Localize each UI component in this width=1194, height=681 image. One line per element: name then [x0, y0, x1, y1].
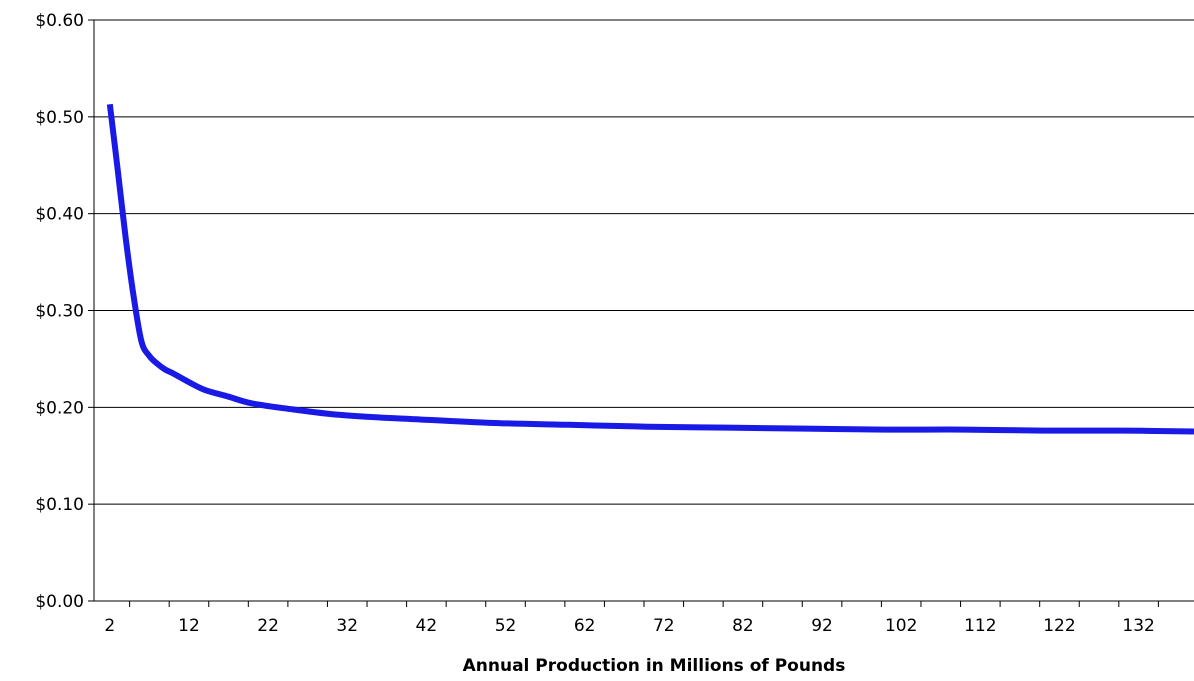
y-tick-label: $0.20 [35, 398, 84, 418]
y-tick-label: $0.60 [35, 11, 84, 31]
x-tick-label: 132 [1122, 616, 1154, 636]
series-lines [106, 103, 1194, 435]
x-tick-label: 112 [964, 616, 996, 636]
x-tick-label: 22 [257, 616, 279, 636]
x-tick-label: 2 [104, 616, 115, 636]
x-tick-label: 62 [574, 616, 596, 636]
x-axis-title: Annual Production in Millions of Pounds [463, 656, 846, 676]
y-tick-label: $0.10 [35, 495, 84, 515]
y-tick-label: $0.00 [35, 592, 84, 612]
y-tick-label: $0.30 [35, 302, 84, 322]
y-tick-labels: $0.00 $0.10 $0.20 $0.30 $0.40 $0.50 $0.60 [35, 11, 84, 612]
y-tick-label: $0.50 [35, 108, 84, 128]
x-tick-label: 32 [336, 616, 358, 636]
x-tick-label: 52 [495, 616, 517, 636]
y-tick-label: $0.40 [35, 205, 84, 225]
x-tick-label: 72 [653, 616, 675, 636]
tick-marks [88, 19, 1159, 607]
x-tick-label: 102 [885, 616, 917, 636]
x-tick-labels: 2 12 22 32 42 52 62 72 82 92 102 112 122 132 [104, 616, 1154, 636]
x-tick-label: 42 [416, 616, 438, 636]
x-tick-label: 92 [811, 616, 833, 636]
x-tick-label: 122 [1043, 616, 1075, 636]
x-tick-label: 12 [178, 616, 200, 636]
x-tick-label: 82 [732, 616, 754, 636]
series-line [106, 103, 1194, 435]
